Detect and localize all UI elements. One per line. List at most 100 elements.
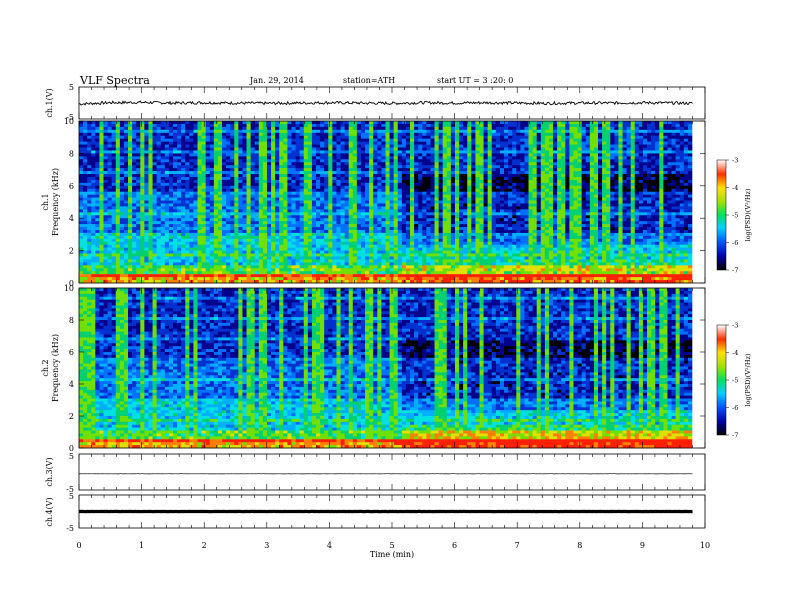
spectrogram-cell xyxy=(435,245,439,248)
spectrogram-cell xyxy=(369,277,373,280)
spectrogram-cell xyxy=(341,274,345,277)
spectrogram-cell xyxy=(422,183,426,186)
spectrogram-cell xyxy=(202,251,206,254)
spectrogram-cell xyxy=(345,189,349,192)
spectrogram-cell xyxy=(292,121,296,124)
spectrogram-cell xyxy=(345,236,349,239)
spectrogram-cell xyxy=(296,145,300,148)
spectrogram-cell xyxy=(198,209,202,212)
spectrogram-cell xyxy=(189,245,193,248)
spectrogram-cell xyxy=(320,198,324,201)
spectrogram-cell xyxy=(189,224,193,227)
spectrogram-cell xyxy=(386,201,390,204)
spectrogram-cell xyxy=(259,259,263,262)
spectrogram-cell xyxy=(439,224,443,227)
spectrogram-cell xyxy=(308,230,312,233)
spectrogram-cell xyxy=(271,277,275,280)
spectrogram-cell xyxy=(79,168,83,171)
spectrogram-cell xyxy=(148,236,152,239)
spectrogram-cell xyxy=(132,145,136,148)
spectrogram-cell xyxy=(435,268,439,271)
spectrogram-cell xyxy=(153,124,157,127)
spectrogram-cell xyxy=(177,230,181,233)
spectrogram-cell xyxy=(132,256,136,259)
spectrogram-cell xyxy=(116,256,120,259)
spectrogram-cell xyxy=(185,171,189,174)
spectrogram-cell xyxy=(202,142,206,145)
spectrogram-cell xyxy=(202,189,206,192)
spectrogram-cell xyxy=(185,221,189,224)
spectrogram-cell xyxy=(185,259,189,262)
spectrogram-cell xyxy=(394,230,398,233)
spectrogram-cell xyxy=(418,165,422,168)
spectrogram-cell xyxy=(144,224,148,227)
spectrogram-cell xyxy=(304,150,308,153)
spectrogram-cell xyxy=(230,233,234,236)
spectrogram-cell xyxy=(435,224,439,227)
spectrogram-cell xyxy=(324,230,328,233)
spectrogram-cell xyxy=(259,133,263,136)
spectrogram-cell xyxy=(157,133,161,136)
spectrogram-cell xyxy=(390,274,394,277)
spectrogram-cell xyxy=(328,259,332,262)
spectrogram-cell xyxy=(283,218,287,221)
spectrogram-cell xyxy=(373,271,377,274)
spectrogram-cell xyxy=(91,262,95,265)
spectrogram-cell xyxy=(320,150,324,153)
spectrogram-cell xyxy=(120,162,124,165)
spectrogram-cell xyxy=(430,156,434,159)
spectrogram-cell xyxy=(341,265,345,268)
spectrogram-cell xyxy=(406,277,410,280)
spectrogram-cell xyxy=(369,259,373,262)
spectrogram-cell xyxy=(193,192,197,195)
spectrogram-cell xyxy=(210,139,214,142)
spectrogram-cell xyxy=(87,198,91,201)
spectrogram-cell xyxy=(108,130,112,133)
spectrogram-cell xyxy=(410,145,414,148)
spectrogram-cell xyxy=(430,192,434,195)
spectrogram-cell xyxy=(304,251,308,254)
spectrogram-cell xyxy=(398,215,402,218)
spectrogram-cell xyxy=(83,274,87,277)
spectrogram-cell xyxy=(361,248,365,251)
spectrogram-cell xyxy=(116,174,120,177)
spectrogram-cell xyxy=(140,165,144,168)
spectrogram-cell xyxy=(124,159,128,162)
spectrogram-cell xyxy=(373,209,377,212)
spectrogram-cell xyxy=(430,251,434,254)
spectrogram-cell xyxy=(386,136,390,139)
spectrogram-cell xyxy=(234,254,238,257)
spectrogram-cell xyxy=(202,174,206,177)
spectrogram-cell xyxy=(157,198,161,201)
spectrogram-cell xyxy=(426,142,430,145)
spectrogram-cell xyxy=(316,218,320,221)
spectrogram-cell xyxy=(373,174,377,177)
spectrogram-cell xyxy=(247,145,251,148)
spectrogram-cell xyxy=(349,192,353,195)
spectrogram-cell xyxy=(414,130,418,133)
spectrogram-cell xyxy=(255,174,259,177)
spectrogram-cell xyxy=(381,236,385,239)
spectrogram-cell xyxy=(206,230,210,233)
spectrogram-cell xyxy=(435,186,439,189)
spectrogram-cell xyxy=(112,165,116,168)
spectrogram-cell xyxy=(210,133,214,136)
spectrogram-cell xyxy=(345,192,349,195)
spectrogram-cell xyxy=(377,177,381,180)
spectrogram-cell xyxy=(300,221,304,224)
spectrogram-cell xyxy=(181,277,185,280)
spectrogram-cell xyxy=(193,265,197,268)
spectrogram-cell xyxy=(324,127,328,130)
spectrogram-cell xyxy=(271,218,275,221)
spectrogram-cell xyxy=(116,133,120,136)
spectrogram-cell xyxy=(406,162,410,165)
spectrogram-cell xyxy=(373,203,377,206)
spectrogram-cell xyxy=(410,150,414,153)
spectrogram-cell xyxy=(222,248,226,251)
spectrogram-cell xyxy=(79,230,83,233)
spectrogram-cell xyxy=(300,242,304,245)
spectrogram-cell xyxy=(287,274,291,277)
spectrogram-cell xyxy=(173,127,177,130)
spectrogram-cell xyxy=(263,254,267,257)
spectrogram-cell xyxy=(116,224,120,227)
